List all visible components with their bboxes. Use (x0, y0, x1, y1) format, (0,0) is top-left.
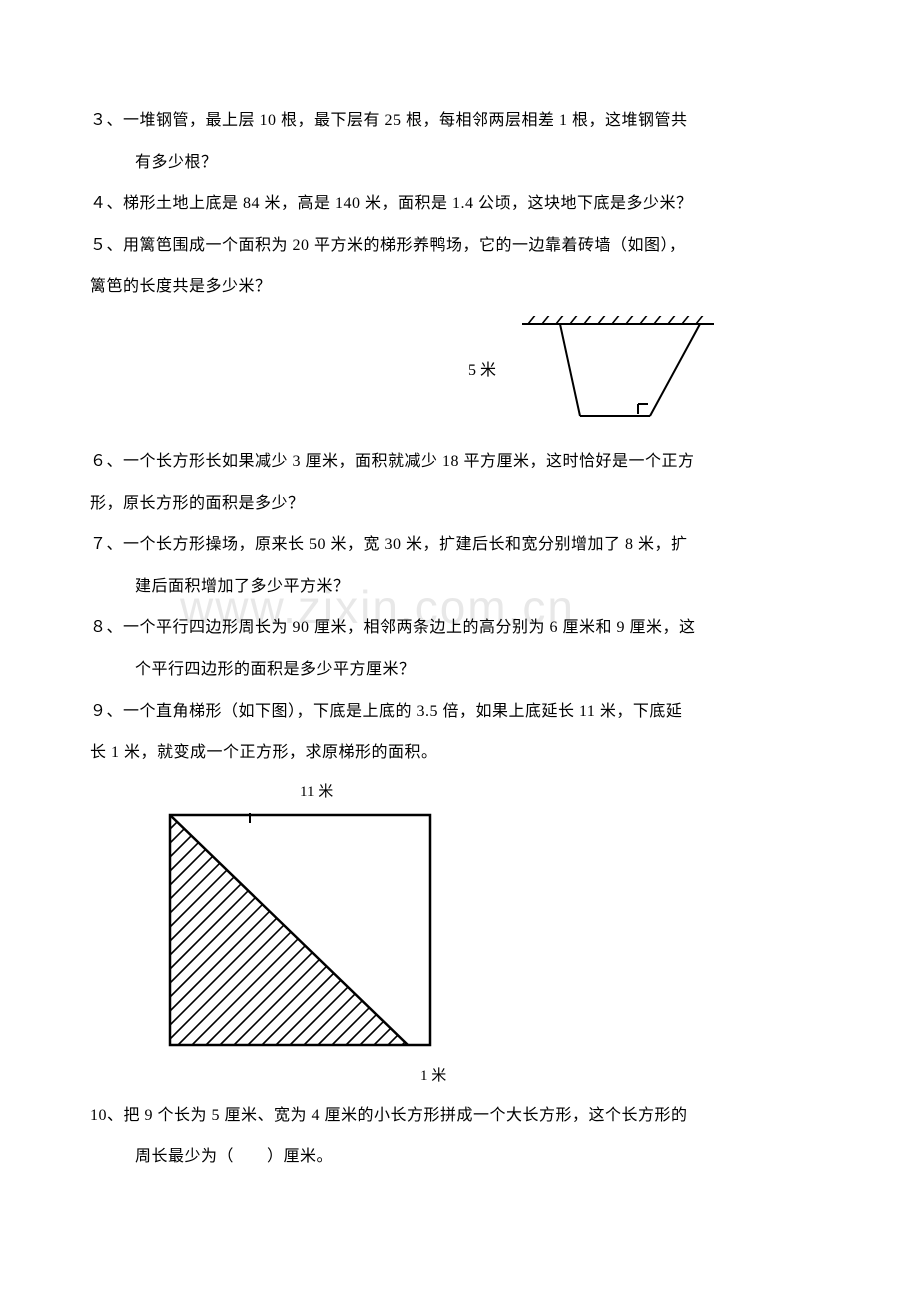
q10-line2: 周长最少为（ ）厘米。 (90, 1136, 830, 1178)
figure1-label-5m: 5 米 (468, 356, 496, 380)
figure2-label-11m: 11 米 (300, 780, 450, 801)
q8-line2: 个平行四边形的面积是多少平方厘米？ (90, 649, 830, 691)
q3-line1: ３、一堆钢管，最上层 10 根，最下层有 25 根，每相邻两层相差 1 根，这堆… (90, 100, 830, 142)
q8-line1: ８、一个平行四边形周长为 90 厘米，相邻两条边上的高分别为 6 厘米和 9 厘… (90, 607, 830, 649)
q7-line2: 建后面积增加了多少平方米？ (90, 566, 830, 608)
figure-right-trapezoid: 11 米 1 米 (160, 780, 450, 1085)
q5-line1: ５、用篱笆围成一个面积为 20 平方米的梯形养鸭场，它的一边靠着砖墙（如图）， (90, 225, 830, 267)
figure2-label-1m: 1 米 (420, 1064, 450, 1085)
figure1-svg (510, 316, 730, 426)
q7-line1: ７、一个长方形操场，原来长 50 米，宽 30 米，扩建后长和宽分别增加了 8 … (90, 524, 830, 566)
q5-line2: 篱笆的长度共是多少米？ (90, 266, 830, 308)
q6-line1: ６、一个长方形长如果减少 3 厘米，面积就减少 18 平方厘米，这时恰好是一个正… (90, 441, 830, 483)
q3-line2: 有多少根？ (90, 142, 830, 184)
page-content: ３、一堆钢管，最上层 10 根，最下层有 25 根，每相邻两层相差 1 根，这堆… (90, 100, 830, 1178)
figure2-svg (160, 805, 445, 1057)
figure-trapezoid-wall: 5 米 (510, 316, 750, 431)
q4-line1: ４、梯形土地上底是 84 米，高是 140 米，面积是 1.4 公顷，这块地下底… (90, 183, 830, 225)
q9-line2: 长 1 米，就变成一个正方形，求原梯形的面积。 (90, 732, 830, 774)
q9-line1: ９、一个直角梯形（如下图），下底是上底的 3.5 倍，如果上底延长 11 米，下… (90, 691, 830, 733)
q10-line1: 10、把 9 个长为 5 厘米、宽为 4 厘米的小长方形拼成一个大长方形，这个长… (90, 1095, 830, 1137)
q6-line2: 形，原长方形的面积是多少？ (90, 483, 830, 525)
